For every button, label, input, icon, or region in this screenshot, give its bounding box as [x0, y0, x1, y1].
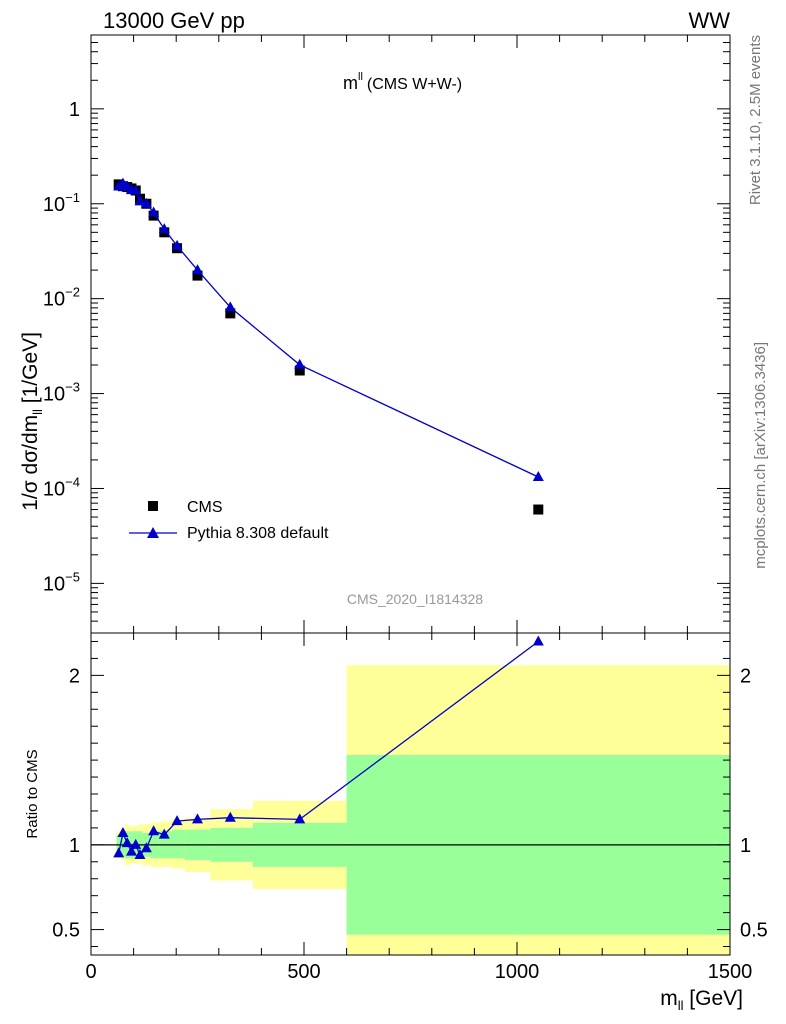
y-tick-label: 10−5 [43, 569, 80, 595]
x-tick-label: 0 [85, 961, 96, 983]
ratio-y-tick-label-left: 1 [69, 835, 80, 857]
ratio-frame [90, 632, 731, 956]
legend-label-pythia: Pythia 8.308 default [187, 525, 329, 542]
y-tick-label: 10−1 [43, 190, 80, 216]
ratio-data-point [171, 815, 183, 826]
x-tick-label: 500 [287, 961, 320, 983]
main-panel: 110−110−210−310−410−5 mll (CMS W+W-) 1/σ … [19, 34, 731, 634]
main-title-sup: ll [358, 71, 363, 83]
legend-marker-cms [148, 501, 158, 511]
ratio-data-point [158, 828, 170, 839]
ratio-y-axis-label: Ratio to CMS [24, 749, 41, 838]
ratio-y-tick-label-left: 0.5 [52, 920, 80, 942]
y-tick-base: 10 [43, 478, 65, 500]
uncertainty-band-inner [171, 829, 185, 859]
main-title-main: m [343, 73, 358, 93]
ratio-panel: 0 500 1000 1500 0.5 0.5 1 1 2 2 Ratio to CMS mll … [24, 632, 768, 1013]
ratio-data-point [192, 813, 203, 824]
pythia-data-point [134, 195, 146, 206]
y-tick-base: 10 [43, 573, 65, 595]
ratio-plot-area [91, 635, 730, 955]
x-label-pre: m [660, 987, 678, 1010]
ratio-y-tick-label-right: 2 [740, 665, 751, 687]
cms-data-point [225, 308, 236, 319]
ratio-data-point [532, 635, 544, 646]
y-tick-exponent: −4 [65, 474, 80, 489]
ratio-data-point [130, 838, 142, 849]
ratio-data-point [134, 849, 146, 860]
header-left-label: 13000 GeV pp [103, 8, 245, 33]
header-right-label: WW [688, 8, 730, 33]
main-y-axis-label: 1/σ dσ/dmll [1/GeV] [19, 332, 45, 511]
pythia-data-point [294, 358, 306, 369]
y-tick-exponent: −5 [65, 569, 80, 584]
ratio-y-tick-label-right: 0.5 [740, 920, 768, 942]
ratio-data-point [117, 826, 129, 837]
pythia-data-point [224, 301, 236, 312]
y-tick-base: 10 [43, 289, 65, 311]
cms-data-point [533, 504, 544, 515]
y-label-pre: 1/σ dσ/dm [19, 415, 42, 511]
y-tick-label: 10−3 [43, 380, 80, 406]
ratio-data-point [224, 811, 236, 822]
legend-marker-pythia [147, 527, 159, 538]
ratio-data-point [121, 837, 133, 848]
pythia-data-point [148, 206, 160, 217]
pythia-data-point [192, 264, 203, 275]
y-tick-exponent: −1 [65, 190, 80, 205]
main-title-tail: (CMS W+W-) [367, 76, 462, 93]
pythia-data-point [532, 471, 544, 482]
ratio-data-point [125, 845, 137, 856]
ratio-data-point [113, 847, 125, 858]
analysis-id: CMS_2020_I1814328 [347, 591, 483, 607]
y-tick-label: 10−4 [43, 474, 80, 500]
x-tick-label: 1500 [708, 961, 753, 983]
ratio-data-point [148, 825, 160, 836]
y-label-post: [1/GeV] [19, 332, 42, 409]
x-label-post: [GeV] [683, 987, 743, 1010]
y-tick-base: 10 [43, 384, 65, 406]
ratio-ticks: 0 500 1000 1500 0.5 0.5 1 1 2 2 [52, 633, 768, 983]
y-tick-label: 10−2 [43, 285, 80, 311]
x-axis-label: mll [GeV] [660, 987, 743, 1013]
mcplots-label: mcplots.cern.ch [arXiv:1306.3436] [752, 342, 769, 569]
y-tick-exponent: −2 [65, 285, 80, 300]
cms-data-point [192, 270, 203, 281]
x-tick-label: 1000 [495, 961, 540, 983]
x-label-sub: ll [678, 998, 684, 1013]
y-tick-base: 10 [43, 194, 65, 216]
pythia-data-point [140, 197, 152, 208]
pythia-data-point [158, 223, 170, 234]
legend: CMS Pythia 8.308 default [129, 499, 329, 542]
y-tick-exponent: −3 [65, 380, 80, 395]
y-label-sub: ll [30, 409, 45, 415]
pythia-line [118, 182, 539, 478]
cms-data-point [294, 365, 305, 376]
legend-label-cms: CMS [187, 499, 223, 516]
main-title: mll (CMS W+W-) [343, 71, 462, 93]
main-y-ticks: 110−110−210−310−410−5 [43, 34, 731, 634]
y-tick-base: 1 [69, 99, 80, 121]
ratio-y-tick-label-left: 2 [69, 665, 80, 687]
main-plot-area [113, 177, 544, 515]
rivet-label: Rivet 3.1.10, 2.5M events [747, 35, 764, 205]
y-tick-label: 1 [69, 99, 80, 121]
ratio-data-point [294, 813, 306, 824]
pythia-data-point [171, 239, 183, 250]
pythia-data-point [130, 184, 142, 195]
ratio-data-point [140, 842, 152, 853]
ratio-y-tick-label-right: 1 [740, 835, 751, 857]
main-frame [90, 34, 731, 634]
